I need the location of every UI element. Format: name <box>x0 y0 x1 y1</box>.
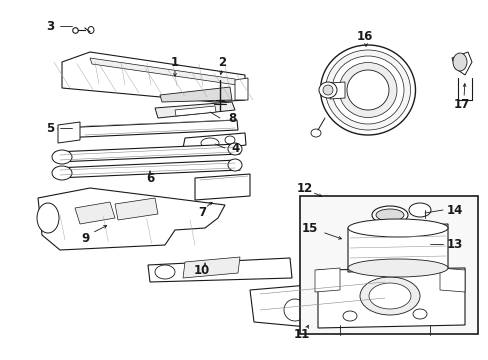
Text: 2: 2 <box>218 55 225 68</box>
Polygon shape <box>55 144 240 162</box>
Polygon shape <box>451 52 471 75</box>
Text: 7: 7 <box>198 206 205 219</box>
Polygon shape <box>148 258 291 282</box>
Text: 5: 5 <box>46 122 54 135</box>
Ellipse shape <box>359 277 419 315</box>
Ellipse shape <box>331 56 403 124</box>
Text: 11: 11 <box>293 328 309 341</box>
Polygon shape <box>115 198 158 220</box>
Text: 8: 8 <box>227 112 236 125</box>
Polygon shape <box>38 188 224 250</box>
Ellipse shape <box>318 82 336 98</box>
Polygon shape <box>75 202 115 224</box>
Polygon shape <box>314 268 339 292</box>
Polygon shape <box>439 268 464 292</box>
Ellipse shape <box>284 299 305 321</box>
Ellipse shape <box>368 283 410 309</box>
Text: 6: 6 <box>145 171 154 185</box>
Ellipse shape <box>155 265 175 279</box>
Polygon shape <box>55 160 240 178</box>
Text: 16: 16 <box>356 30 372 42</box>
Ellipse shape <box>325 50 409 130</box>
Polygon shape <box>183 257 240 278</box>
Ellipse shape <box>201 138 219 148</box>
Polygon shape <box>195 174 249 200</box>
Text: 12: 12 <box>296 181 312 194</box>
Text: 13: 13 <box>446 238 462 251</box>
Ellipse shape <box>224 136 235 144</box>
Ellipse shape <box>346 70 388 110</box>
Polygon shape <box>347 224 447 272</box>
Polygon shape <box>183 133 245 153</box>
Text: 15: 15 <box>301 221 318 234</box>
Text: 1: 1 <box>171 55 179 68</box>
Ellipse shape <box>371 206 407 224</box>
Ellipse shape <box>216 105 224 111</box>
Ellipse shape <box>412 309 426 319</box>
Ellipse shape <box>375 209 403 221</box>
Ellipse shape <box>342 311 356 321</box>
Polygon shape <box>235 78 247 100</box>
Ellipse shape <box>338 63 396 117</box>
Polygon shape <box>155 102 235 118</box>
Ellipse shape <box>323 85 332 95</box>
Ellipse shape <box>88 27 94 33</box>
Text: 10: 10 <box>193 264 210 276</box>
Bar <box>299 196 477 334</box>
Text: 9: 9 <box>81 231 89 244</box>
Ellipse shape <box>227 159 242 171</box>
Polygon shape <box>58 120 238 138</box>
Ellipse shape <box>347 259 447 277</box>
Polygon shape <box>317 268 464 328</box>
Polygon shape <box>62 52 244 102</box>
Ellipse shape <box>37 203 59 233</box>
Ellipse shape <box>347 219 447 237</box>
Ellipse shape <box>452 53 466 71</box>
Polygon shape <box>90 58 237 85</box>
Polygon shape <box>329 82 345 99</box>
Ellipse shape <box>227 143 242 155</box>
Ellipse shape <box>350 289 368 307</box>
Polygon shape <box>175 106 216 116</box>
Ellipse shape <box>52 150 72 164</box>
Polygon shape <box>160 87 231 102</box>
Polygon shape <box>58 122 80 143</box>
Polygon shape <box>249 278 391 330</box>
Ellipse shape <box>310 129 320 137</box>
Text: 14: 14 <box>446 203 462 216</box>
Ellipse shape <box>320 45 415 135</box>
Ellipse shape <box>52 166 72 180</box>
Ellipse shape <box>408 203 430 217</box>
Text: 3: 3 <box>46 19 54 32</box>
Text: 17: 17 <box>453 98 469 111</box>
Text: 4: 4 <box>231 141 240 154</box>
